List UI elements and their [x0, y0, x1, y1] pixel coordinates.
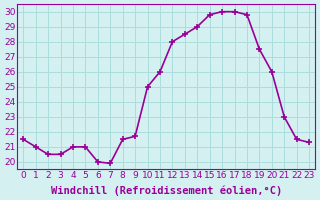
X-axis label: Windchill (Refroidissement éolien,°C): Windchill (Refroidissement éolien,°C): [51, 185, 282, 196]
